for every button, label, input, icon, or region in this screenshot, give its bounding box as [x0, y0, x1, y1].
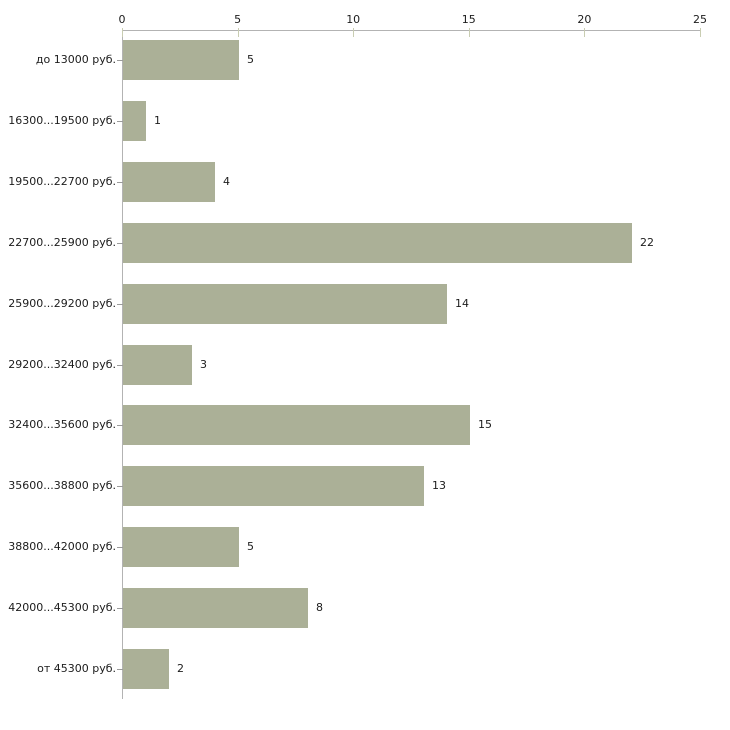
bar [123, 527, 239, 567]
y-axis-tick [117, 486, 123, 487]
category-label: 16300...19500 руб. [8, 114, 116, 128]
y-axis-tick [117, 121, 123, 122]
category-label: 25900...29200 руб. [8, 296, 116, 310]
bar-value-label: 5 [247, 539, 254, 553]
category-label: 22700...25900 руб. [8, 235, 116, 249]
bar [123, 101, 146, 141]
y-axis-tick [117, 243, 123, 244]
bar-value-label: 5 [247, 53, 254, 67]
bar-value-label: 1 [154, 114, 161, 128]
bar-value-label: 13 [432, 479, 446, 493]
category-label: 32400...35600 руб. [8, 418, 116, 432]
bar-value-label: 4 [223, 175, 230, 189]
x-axis-tick-label: 20 [577, 13, 592, 26]
x-axis-tick [237, 28, 239, 37]
bar [123, 223, 632, 263]
category-label: 35600...38800 руб. [8, 479, 116, 493]
y-axis-tick [117, 365, 123, 366]
bar-value-label: 2 [177, 661, 184, 675]
y-axis-line [122, 30, 123, 699]
category-label: 42000...45300 руб. [8, 600, 116, 614]
y-axis-tick [117, 547, 123, 548]
y-axis-tick [117, 60, 123, 61]
bar-value-label: 15 [478, 418, 492, 432]
category-label: 19500...22700 руб. [8, 175, 116, 189]
bar [123, 649, 169, 689]
y-axis-tick [117, 304, 123, 305]
y-axis-tick [117, 669, 123, 670]
y-axis-tick [117, 608, 123, 609]
category-label: до 13000 руб. [35, 53, 116, 67]
x-axis-tick-label: 10 [346, 13, 361, 26]
bar-value-label: 3 [200, 357, 207, 371]
bar [123, 588, 308, 628]
x-axis-tick-label: 0 [118, 13, 126, 26]
x-axis-tick [353, 28, 355, 37]
bar-value-label: 14 [455, 296, 469, 310]
x-axis-tick [122, 28, 123, 37]
x-axis-tick-label: 15 [461, 13, 476, 26]
x-axis-tick [468, 28, 470, 37]
x-axis-tick-label: 25 [693, 13, 707, 26]
bar [123, 40, 239, 80]
bar [123, 162, 215, 202]
bar-value-label: 8 [316, 600, 323, 614]
y-axis-tick [117, 182, 123, 183]
x-axis-tick [700, 28, 701, 37]
bar [123, 345, 192, 385]
bar [123, 284, 447, 324]
bar-value-label: 22 [640, 235, 654, 249]
x-axis-tick [584, 28, 586, 37]
category-label: от 45300 руб. [37, 661, 116, 675]
x-axis-line [122, 30, 701, 31]
category-label: 29200...32400 руб. [8, 357, 116, 371]
x-axis-tick-label: 5 [234, 13, 242, 26]
category-label: 38800...42000 руб. [8, 539, 116, 553]
bar [123, 405, 470, 445]
y-axis-tick [117, 425, 123, 426]
bar [123, 466, 424, 506]
